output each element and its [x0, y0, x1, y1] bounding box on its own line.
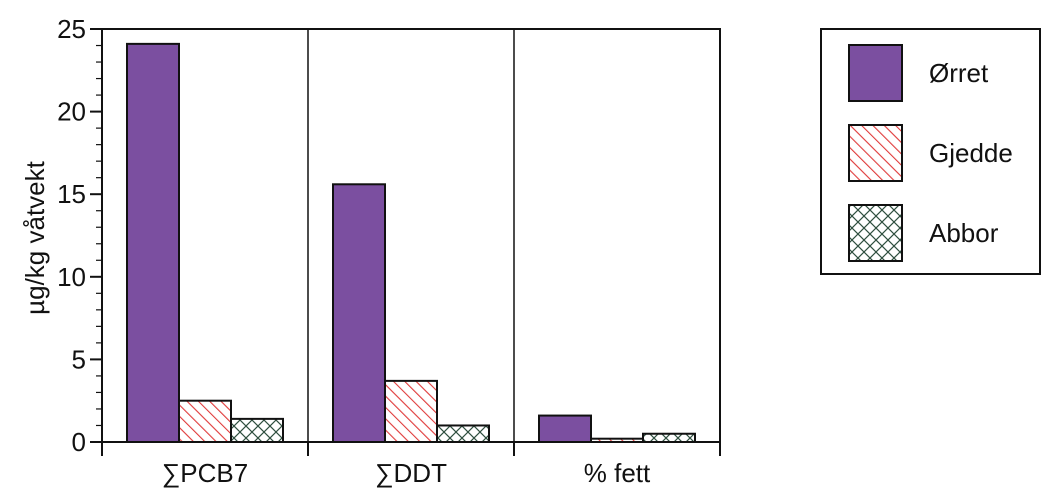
bar-gjedde-ddt — [384, 379, 438, 444]
legend-swatch-abbor — [848, 204, 903, 262]
legend-swatch-rret — [848, 44, 903, 102]
y-tick-label: 25 — [57, 14, 86, 44]
bar-abbor-fett — [642, 432, 696, 443]
bar-rret-fett — [538, 414, 592, 443]
y-tick-label: 10 — [57, 262, 86, 292]
legend-swatch-gjedde — [848, 124, 903, 182]
x-tick-label-ddt: ∑DDT — [375, 458, 447, 488]
y-tick-label: 20 — [57, 97, 86, 127]
x-axis: ∑PCB7 ∑DDT % fett — [101, 442, 721, 488]
legend-label-gjedde: Gjedde — [929, 138, 1013, 168]
plot-area — [101, 28, 721, 443]
bar-gjedde-fett — [590, 437, 644, 444]
category-separators — [307, 29, 515, 442]
legend-label-rret: Ørret — [929, 58, 989, 88]
y-tick-label: 15 — [57, 179, 86, 209]
y-axis-title: µg/kg våtvekt — [20, 160, 50, 314]
y-tick-label: 0 — [72, 427, 86, 457]
y-axis: 0 5 10 15 20 25 — [57, 14, 102, 457]
bars — [126, 42, 696, 444]
bar-rret-pcb7 — [126, 42, 180, 443]
bar-abbor-ddt — [436, 424, 490, 444]
bar-abbor-pcb7 — [230, 417, 284, 444]
legend-label-abbor: Abbor — [929, 218, 999, 248]
bar-rret-ddt — [332, 183, 386, 443]
x-tick-label-fett: % fett — [584, 458, 651, 488]
y-tick-label: 5 — [72, 344, 86, 374]
x-tick-label-pcb7: ∑PCB7 — [162, 458, 248, 488]
legend: Ørret Gjedde Abbor — [820, 28, 1041, 275]
bar-gjedde-pcb7 — [178, 399, 232, 444]
